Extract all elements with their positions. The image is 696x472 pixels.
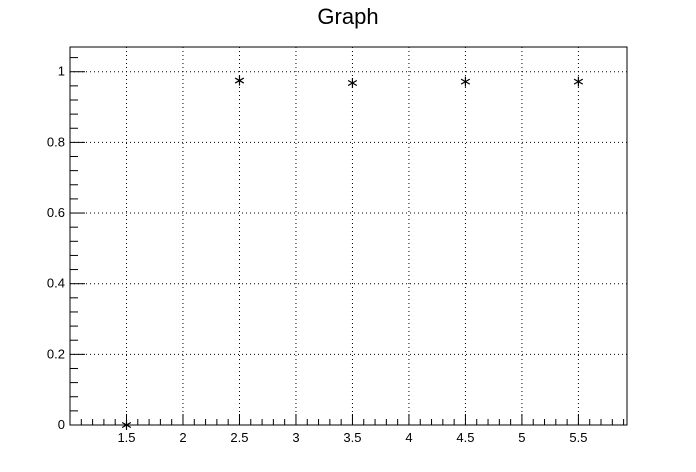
x-tick-label: 3 [292,430,299,445]
x-tick-label: 1.5 [117,430,135,445]
y-tick-label: 1 [58,64,65,79]
plot-frame [69,46,628,426]
y-tick-label: 0.2 [47,346,65,361]
x-tick-label: 5 [518,430,525,445]
data-point [460,76,471,87]
data-point [573,76,584,87]
y-tick-label: 0.4 [47,276,65,291]
data-point [347,78,358,89]
data-points [121,75,584,430]
axis-ticks [70,57,625,426]
x-tick-label: 4 [405,430,412,445]
x-tick-label: 2.5 [230,430,248,445]
x-tick-label: 3.5 [343,430,361,445]
x-tick-label: 5.5 [569,430,587,445]
x-tick-label: 2 [179,430,186,445]
tick-labels: 1.5 2 2.5 3 3.5 4 4.5 5 5.5 0 0.2 0.4 0.6 0.8 1 [47,64,588,445]
chart-title: Graph [317,4,378,29]
data-point [234,75,245,86]
y-tick-label: 0.6 [47,205,65,220]
grid-lines [70,47,627,426]
y-tick-label: 0.8 [47,134,65,149]
x-tick-label: 4.5 [456,430,474,445]
y-tick-label: 0 [58,417,65,432]
